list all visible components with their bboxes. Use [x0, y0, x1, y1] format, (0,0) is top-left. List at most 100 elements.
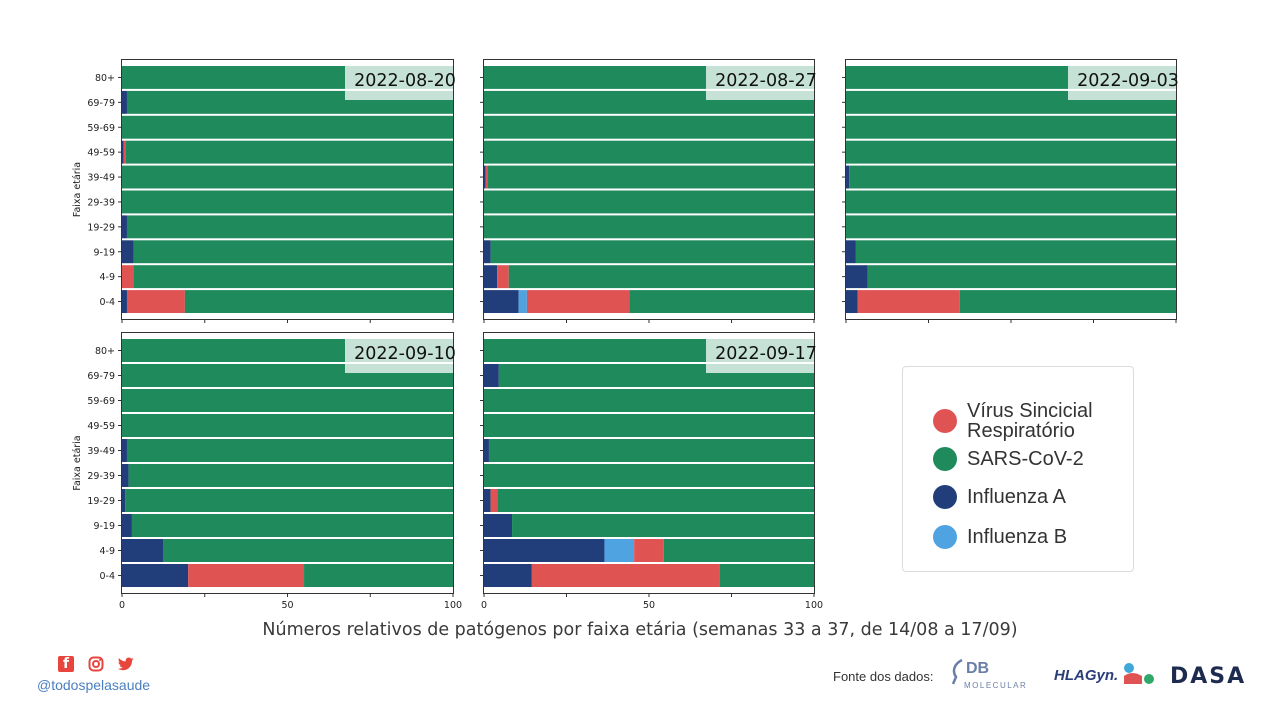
- legend-swatch-sars: [933, 447, 957, 471]
- bar-39-49-sars-cov-2: [122, 165, 453, 189]
- bar-9-19-sars-cov-2: [133, 240, 453, 264]
- bar-39-49-sars-cov-2: [488, 439, 814, 462]
- bar-0-4-v-rus-sincicial-respirat-rio: [857, 290, 960, 313]
- bar-19-29-sars-cov-2: [497, 489, 814, 512]
- bar-4-9-v-rus-sincicial-respirat-rio: [122, 265, 134, 289]
- bar-49-59-sars-cov-2: [122, 414, 453, 437]
- twitter-icon[interactable]: [118, 656, 134, 672]
- bar-4-9-sars-cov-2: [867, 265, 1176, 289]
- y-tick-label: 29-39: [87, 471, 115, 482]
- bar-59-69-sars-cov-2: [484, 115, 814, 139]
- social-links: f: [58, 656, 134, 672]
- bar-4-9-influenza-a: [484, 539, 605, 562]
- bar-39-49-sars-cov-2: [126, 439, 453, 462]
- bar-19-29-sars-cov-2: [126, 215, 453, 239]
- bar-29-39-sars-cov-2: [846, 190, 1176, 214]
- y-tick-label: 4-9: [99, 272, 115, 283]
- x-tick-label: 50: [643, 600, 655, 611]
- bar-49-59-v-rus-sincicial-respirat-rio: [123, 140, 126, 164]
- bar-0-4-sars-cov-2: [184, 290, 453, 313]
- y-tick-label: 49-59: [87, 421, 115, 432]
- bar-0-4-v-rus-sincicial-respirat-rio: [126, 290, 185, 313]
- bar-9-19-influenza-a: [846, 240, 856, 264]
- legend: Vírus Sincicial Respiratório SARS-CoV-2 …: [902, 366, 1134, 572]
- bar-39-49-influenza-a: [484, 439, 489, 462]
- bar-29-39-sars-cov-2: [128, 464, 453, 487]
- date-label-box: [345, 60, 453, 100]
- social-handle[interactable]: @todospelasaude: [37, 677, 151, 693]
- bar-49-59-sars-cov-2: [846, 140, 1176, 164]
- x-tick-label: 0: [481, 600, 487, 611]
- bar-4-9-sars-cov-2: [508, 265, 814, 289]
- bar-59-69-sars-cov-2: [846, 115, 1176, 139]
- facebook-icon[interactable]: f: [58, 656, 74, 672]
- hlagyn-logo-text: HLAGyn.: [1054, 667, 1119, 684]
- bar-19-29-influenza-a: [122, 215, 127, 239]
- y-tick-label: 59-69: [87, 396, 115, 407]
- bar-0-4-influenza-a: [484, 564, 532, 587]
- charts-svg: 80+ 69-79 59-69 49-59 39-49 29-39 19-29 9-19 4-9…: [72, 59, 1179, 611]
- bar-9-19-sars-cov-2: [512, 514, 814, 537]
- bar-0-4-influenza-a: [484, 290, 519, 313]
- chart-panel-3: 2022-09-03: [842, 59, 1179, 323]
- x-tick-label: 0: [119, 600, 125, 611]
- panel-date-label: 2022-09-17: [715, 344, 817, 364]
- legend-label-sars: SARS-CoV-2: [967, 448, 1084, 470]
- bar-9-19-influenza-a: [122, 240, 134, 264]
- legend-item-flu-a: Influenza A: [933, 485, 1117, 509]
- legend-item-sars: SARS-CoV-2: [933, 447, 1117, 471]
- bar-0-4-sars-cov-2: [959, 290, 1176, 313]
- bar-29-39-sars-cov-2: [122, 190, 453, 214]
- y-tick-label: 0-4: [99, 571, 115, 582]
- y-tick-label: 80+: [95, 73, 115, 84]
- bar-4-9-influenza-a: [846, 265, 868, 289]
- y-tick-label: 4-9: [99, 546, 115, 557]
- date-label-box: [345, 333, 453, 373]
- db-molecular-logo: DB MOLECULAR: [950, 657, 1040, 693]
- legend-item-flu-b: Influenza B: [933, 525, 1117, 549]
- bar-19-29-sars-cov-2: [125, 489, 453, 512]
- bar-4-9-influenza-a: [122, 539, 164, 562]
- instagram-icon[interactable]: [88, 656, 104, 672]
- legend-label-flu-b: Influenza B: [967, 526, 1068, 548]
- bar-49-59-sars-cov-2: [484, 140, 814, 164]
- chart-panel-4: 80+ 69-79 59-69 49-59 39-49 29-39 19-29 9-19 4-9…: [72, 332, 462, 611]
- bar-59-69-sars-cov-2: [122, 115, 453, 139]
- bar-0-4-v-rus-sincicial-respirat-rio: [531, 564, 720, 587]
- hlagyn-mark-icon: [1124, 663, 1154, 684]
- bar-29-39-influenza-a: [122, 464, 129, 487]
- date-label-box: [706, 60, 814, 100]
- y-tick-label: 39-49: [87, 446, 115, 457]
- bar-29-39-sars-cov-2: [484, 464, 814, 487]
- legend-swatch-flu-b: [933, 525, 957, 549]
- bar-49-59-sars-cov-2: [484, 414, 814, 437]
- bar-69-79-influenza-a: [122, 90, 127, 114]
- bar-9-19-sars-cov-2: [490, 240, 814, 264]
- bar-49-59-influenza-a: [122, 140, 124, 164]
- source-label: Fonte dos dados:: [833, 669, 934, 684]
- y-tick-label: 19-29: [87, 496, 115, 507]
- bar-9-19-influenza-a: [484, 514, 513, 537]
- bar-39-49-influenza-a: [846, 165, 850, 189]
- bar-0-4-sars-cov-2: [629, 290, 814, 313]
- legend-swatch-flu-a: [933, 485, 957, 509]
- bar-9-19-sars-cov-2: [855, 240, 1176, 264]
- bar-29-39-sars-cov-2: [484, 190, 814, 214]
- y-tick-label: 19-29: [87, 222, 115, 233]
- x-tick-label: 100: [444, 600, 462, 611]
- bar-0-4-v-rus-sincicial-respirat-rio: [188, 564, 305, 587]
- bar-4-9-sars-cov-2: [163, 539, 453, 562]
- bar-9-19-sars-cov-2: [131, 514, 453, 537]
- bar-9-19-influenza-a: [122, 514, 132, 537]
- bar-39-49-influenza-a: [122, 439, 127, 462]
- chart-caption: Números relativos de patógenos por faixa…: [262, 620, 1018, 640]
- bar-49-59-sars-cov-2: [125, 140, 453, 164]
- panel-date-label: 2022-09-10: [354, 344, 456, 364]
- x-tick-label: 100: [805, 600, 823, 611]
- date-label-box: [1068, 60, 1176, 100]
- chart-panel-1: 80+ 69-79 59-69 49-59 39-49 29-39 19-29 9-19 4-9…: [72, 59, 456, 323]
- chart-panel-5: 0 50 100 2022-09-17: [480, 332, 823, 611]
- bar-0-4-influenza-a: [122, 290, 127, 313]
- legend-swatch-rsv: [933, 409, 957, 433]
- bar-19-29-sars-cov-2: [484, 215, 814, 239]
